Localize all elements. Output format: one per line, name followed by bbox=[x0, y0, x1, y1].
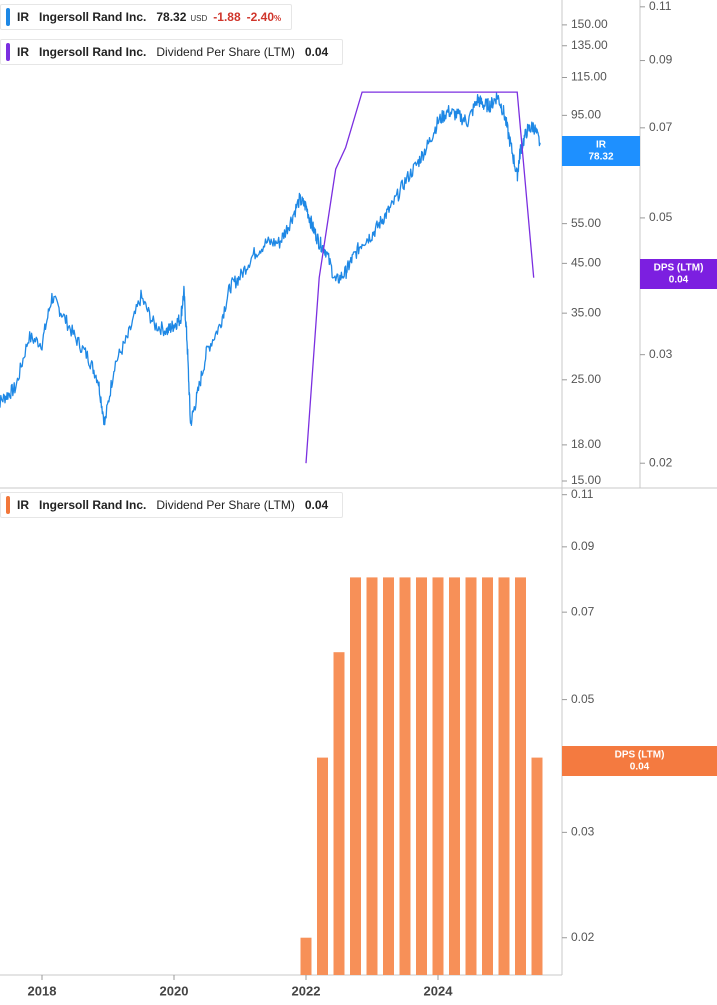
dps-bottom-tick-label: 0.09 bbox=[571, 539, 595, 553]
legend-price-value: 78.32 bbox=[156, 10, 187, 24]
legend-price-swatch bbox=[6, 8, 10, 26]
dps-top-tick-label: 0.07 bbox=[649, 120, 673, 134]
dps-tag-top-label: DPS (LTM) bbox=[654, 263, 704, 274]
price-tick-label: 55.00 bbox=[571, 216, 601, 230]
dps-tag-top bbox=[640, 259, 717, 289]
legend-price-change-pct-unit: % bbox=[274, 14, 282, 23]
x-tick-label: 2024 bbox=[424, 983, 454, 998]
legend-dps-bottom[interactable]: IR Ingersoll Rand Inc. Dividend Per Shar… bbox=[0, 492, 344, 518]
legend-price-change-pct: -2.40% bbox=[247, 10, 281, 24]
dps-bottom-tick-label: 0.07 bbox=[571, 604, 595, 618]
legend-dps-top-ticker: IR bbox=[17, 45, 29, 59]
dps-bar bbox=[449, 577, 460, 975]
price-tick-label: 25.00 bbox=[571, 372, 601, 386]
legend-price-ticker: IR bbox=[17, 10, 29, 24]
dps-top-tick-label: 0.11 bbox=[649, 0, 672, 13]
dps-bar bbox=[383, 577, 394, 975]
price-tick-label: 18.00 bbox=[571, 437, 601, 451]
dps-bar bbox=[531, 757, 543, 975]
price-tick-label: 115.00 bbox=[571, 70, 607, 84]
dps-bar bbox=[350, 577, 361, 975]
dps-bar bbox=[399, 577, 411, 975]
dps-bar bbox=[333, 652, 345, 975]
legend-price-name: Ingersoll Rand Inc. bbox=[39, 10, 147, 24]
price-tick-label: 35.00 bbox=[571, 305, 601, 319]
dps-top-tick-label: 0.05 bbox=[649, 210, 673, 224]
price-tick-label: 95.00 bbox=[571, 108, 601, 122]
dps-bar bbox=[432, 577, 444, 975]
dps-bar bbox=[317, 757, 328, 975]
dps-tag-top-value: 0.04 bbox=[669, 275, 689, 286]
legend-dps-top-metric: Dividend Per Share (LTM) bbox=[156, 45, 295, 59]
dps-bottom-tick-label: 0.02 bbox=[571, 930, 595, 944]
legend-dps-top-swatch bbox=[6, 43, 10, 61]
price-tick-label: 150.00 bbox=[571, 17, 608, 31]
dps-bottom-tick-label: 0.03 bbox=[571, 825, 595, 839]
dps-bottom-tick-label: 0.11 bbox=[571, 487, 594, 501]
dps-line-top bbox=[305, 91, 535, 464]
legend-price-change-pct-value: -2.40 bbox=[246, 10, 274, 24]
legend-dps-bottom-ticker: IR bbox=[17, 498, 29, 512]
dps-top-tick-label: 0.03 bbox=[649, 347, 673, 361]
legend-dps-top-value: 0.04 bbox=[304, 45, 329, 59]
price-tag-value: 78.32 bbox=[588, 152, 613, 163]
price-tick-label: 135.00 bbox=[571, 38, 608, 52]
dps-bar bbox=[300, 937, 312, 975]
dps-tag-bottom-value: 0.04 bbox=[630, 762, 650, 773]
dps-bar bbox=[416, 577, 427, 975]
dps-bar bbox=[515, 577, 526, 975]
dps-bottom-tick-label: 0.05 bbox=[571, 692, 595, 706]
legend-price[interactable]: IR Ingersoll Rand Inc. 78.32 USD -1.88 -… bbox=[0, 4, 293, 30]
dps-tag-bottom-label: DPS (LTM) bbox=[615, 750, 665, 761]
legend-dps-bottom-swatch bbox=[6, 496, 10, 514]
dps-tag-bottom bbox=[562, 746, 717, 776]
dps-bar bbox=[482, 577, 493, 975]
price-tick-label: 45.00 bbox=[571, 256, 601, 270]
x-tick-label: 2018 bbox=[28, 983, 57, 998]
price-line bbox=[0, 92, 541, 426]
price-tick-label: 15.00 bbox=[571, 473, 601, 487]
dps-bar bbox=[498, 577, 510, 975]
legend-price-change: -1.88 bbox=[213, 10, 241, 24]
dps-bar bbox=[465, 577, 477, 975]
price-tag-label: IR bbox=[596, 140, 607, 151]
legend-price-currency: USD bbox=[190, 14, 208, 23]
x-tick-label: 2022 bbox=[292, 983, 321, 998]
legend-dps-top[interactable]: IR Ingersoll Rand Inc. Dividend Per Shar… bbox=[0, 39, 344, 65]
legend-dps-bottom-value: 0.04 bbox=[304, 498, 329, 512]
legend-dps-bottom-name: Ingersoll Rand Inc. bbox=[39, 498, 147, 512]
dps-top-tick-label: 0.09 bbox=[649, 53, 673, 67]
price-tag bbox=[562, 136, 640, 166]
legend-dps-bottom-metric: Dividend Per Share (LTM) bbox=[156, 498, 295, 512]
x-tick-label: 2020 bbox=[160, 983, 189, 998]
dps-top-tick-label: 0.02 bbox=[649, 455, 673, 469]
legend-dps-top-name: Ingersoll Rand Inc. bbox=[39, 45, 147, 59]
dps-bar bbox=[366, 577, 378, 975]
